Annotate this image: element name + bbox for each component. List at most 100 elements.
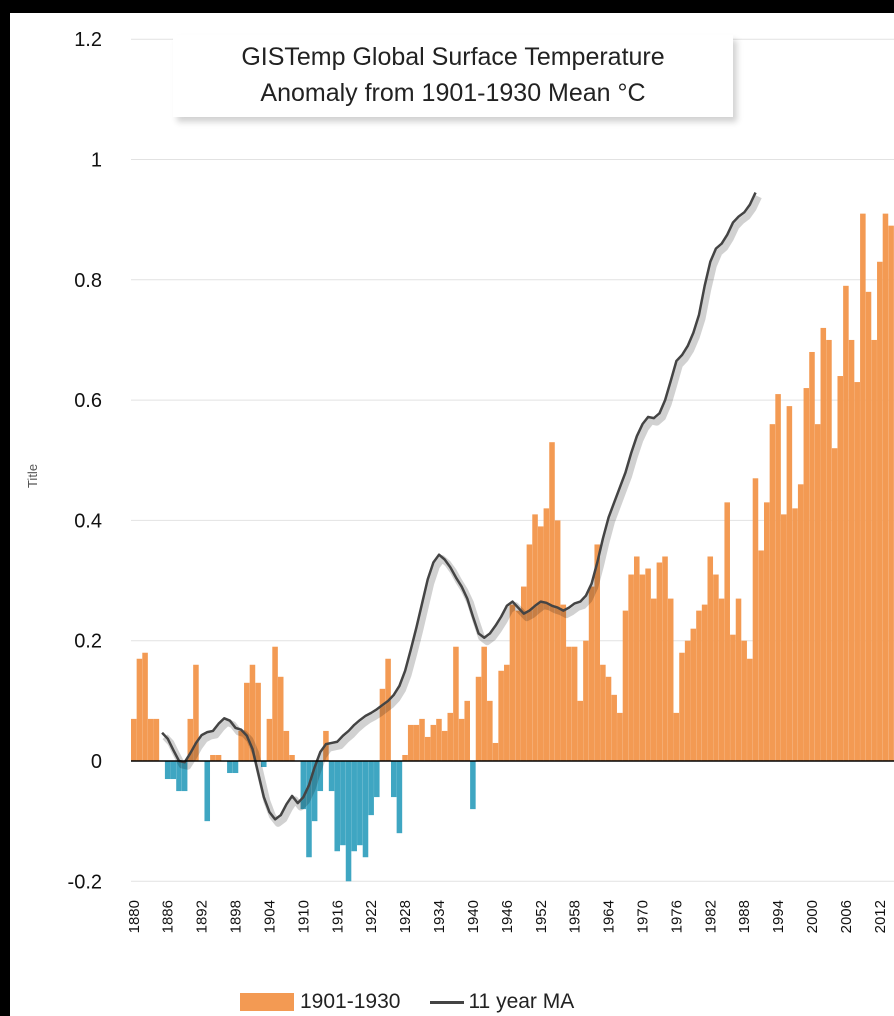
bar — [605, 676, 612, 761]
bar — [639, 574, 646, 761]
bar — [583, 640, 589, 761]
bar — [622, 610, 629, 762]
bar — [741, 640, 747, 761]
x-tick-label: 1898 — [228, 900, 245, 933]
bar — [244, 682, 250, 761]
bar — [379, 688, 386, 761]
bar — [656, 562, 663, 761]
bar — [803, 388, 810, 761]
bar — [831, 448, 838, 761]
bar — [227, 761, 233, 774]
y-tick-label: 0.8 — [74, 270, 102, 292]
bar — [549, 442, 555, 761]
bar — [718, 598, 725, 761]
bar — [645, 568, 651, 761]
bar — [837, 376, 844, 761]
bar — [509, 604, 516, 761]
chart-title-line-1: GISTemp Global Surface Temperature — [241, 43, 665, 71]
bar — [362, 761, 369, 858]
chart-svg: 1.2 1 0.8 0.6 0.4 0.2 0 -0.2 1880 1886 1892 1898 19… — [25, 29, 894, 933]
bar — [249, 664, 256, 761]
bar — [447, 712, 454, 761]
bar — [390, 761, 397, 798]
x-tick-label: 2012 — [872, 900, 889, 933]
bar — [340, 761, 346, 846]
bar — [441, 730, 448, 761]
bar — [515, 610, 521, 762]
bar — [560, 604, 567, 761]
bar — [735, 598, 742, 761]
bar — [147, 718, 154, 761]
x-tick-labels: 1880 1886 1892 1898 1904 1910 1916 1922 1928 1934… — [126, 900, 889, 933]
chart-title: GISTemp Global Surface Temperature Anoma… — [173, 35, 733, 117]
bar — [594, 544, 600, 761]
bar — [888, 225, 894, 761]
bar — [396, 761, 403, 834]
bar — [368, 761, 374, 816]
x-tick-label: 1946 — [499, 900, 516, 933]
y-axis-label: Title — [25, 464, 40, 488]
bar — [826, 339, 832, 761]
bar — [430, 724, 437, 761]
x-tick-label: 1958 — [567, 900, 584, 933]
bar — [713, 574, 719, 761]
x-tick-label: 1910 — [295, 900, 312, 933]
bar — [537, 526, 544, 761]
bar — [780, 514, 787, 761]
bars — [131, 213, 894, 882]
bar — [566, 646, 572, 761]
bar — [504, 664, 510, 761]
bar — [283, 730, 290, 761]
bar — [419, 718, 425, 761]
x-tick-label: 1916 — [329, 900, 346, 933]
bar — [707, 556, 714, 761]
bar — [814, 424, 821, 761]
bar — [193, 664, 199, 761]
x-tick-label: 1982 — [702, 900, 719, 933]
x-tick-label: 1970 — [634, 900, 651, 933]
bar — [413, 724, 420, 761]
bar — [617, 712, 623, 761]
bar — [176, 761, 182, 792]
bar — [792, 508, 798, 761]
bar — [571, 646, 578, 761]
bar — [464, 700, 470, 761]
bar — [532, 514, 538, 761]
bar — [306, 761, 312, 858]
bar — [260, 761, 267, 768]
bar — [690, 628, 697, 761]
bar — [289, 754, 295, 761]
bar — [153, 718, 160, 761]
bar — [865, 291, 872, 761]
x-tick-label: 1922 — [363, 900, 380, 933]
bar — [724, 502, 730, 761]
bar — [498, 670, 504, 761]
y-tick-label: -0.2 — [68, 871, 102, 893]
x-tick-label: 1952 — [533, 900, 550, 933]
legend: 1901-1930 11 year MA — [240, 989, 604, 1015]
bar — [210, 754, 216, 761]
y-tick-label: 0.4 — [74, 510, 102, 532]
y-tick-label: 1 — [91, 150, 102, 172]
bar — [628, 574, 634, 761]
y-tick-label: 0.6 — [74, 390, 102, 412]
bar — [526, 544, 533, 761]
x-tick-label: 1904 — [261, 900, 278, 933]
bar — [730, 634, 736, 761]
bar — [492, 742, 499, 761]
bar — [769, 424, 776, 761]
legend-bar-swatch — [240, 993, 294, 1011]
bar — [684, 640, 691, 761]
bar — [475, 676, 482, 761]
bar — [170, 761, 177, 780]
bar — [238, 730, 244, 761]
bar — [311, 761, 318, 822]
bar — [588, 586, 595, 761]
bar — [786, 406, 793, 761]
bar — [481, 646, 487, 761]
bar — [871, 339, 877, 761]
x-tick-label: 1892 — [194, 900, 211, 933]
bar — [611, 694, 617, 761]
x-tick-label: 1880 — [126, 900, 143, 933]
bar — [554, 520, 561, 761]
